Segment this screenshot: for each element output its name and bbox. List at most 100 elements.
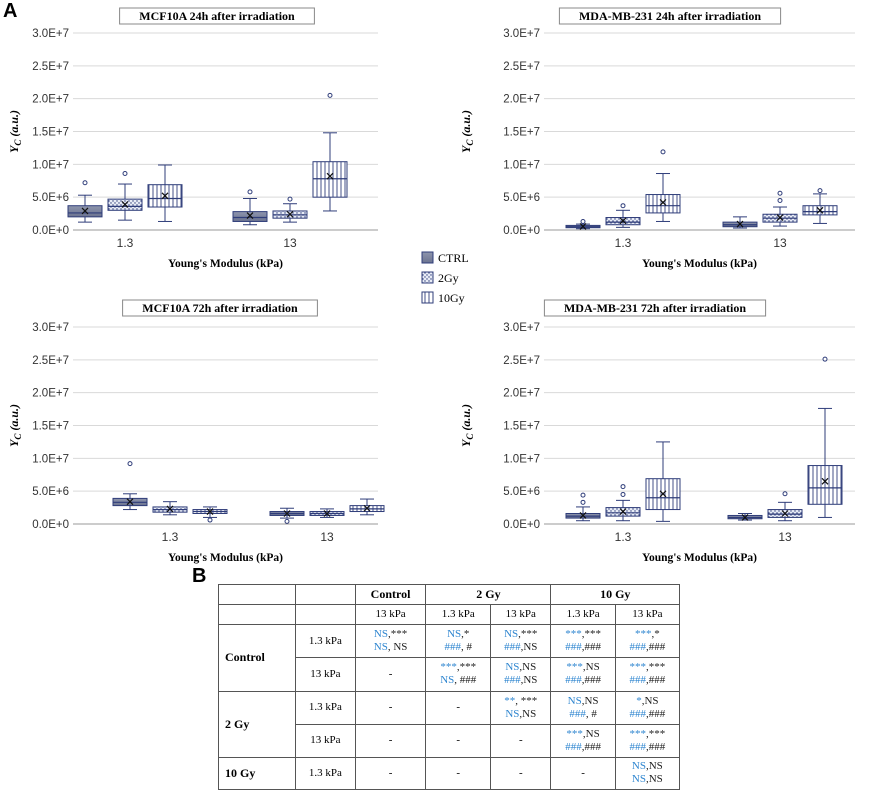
mean-marker — [816, 206, 824, 214]
y-tick-label: 1.0E+7 — [503, 159, 540, 171]
y-axis-label: YC (a.u.) — [7, 404, 23, 447]
mean-marker — [161, 192, 169, 200]
table-cell-empty: - — [425, 723, 492, 758]
x-tick-label: 13 — [283, 236, 297, 250]
significance-cell: ***,*** ###,### — [614, 723, 681, 758]
significance-cell: **, *** NS,NS — [490, 690, 552, 725]
table-cell-empty: - — [425, 690, 492, 725]
y-tick-label: 5.0E+6 — [32, 192, 69, 204]
y-tick-label: 3.0E+7 — [503, 28, 540, 40]
chart-title-frame — [122, 299, 318, 317]
box-2gy-1.3 — [605, 203, 641, 228]
box-2gy-1.3 — [152, 501, 188, 516]
chart-title-frame — [543, 299, 767, 317]
significance-cell: ***,NS ###,### — [550, 657, 616, 692]
header-empty — [294, 583, 356, 606]
outlier-point — [287, 196, 293, 202]
significance-cell: NS,*** NS, NS — [354, 624, 427, 659]
chart-1: MCF10A 24h after irradiation 0.0E+0 5.0E+6… — [7, 7, 378, 270]
y-tick-label: 3.0E+7 — [32, 322, 69, 334]
box-iqr — [312, 161, 348, 198]
box-2gy-1.3 — [107, 171, 143, 221]
box-10gy-13 — [349, 498, 385, 516]
significance-cell: NS,NS ###,NS — [490, 657, 552, 692]
header-subcolumn: 1.3 kPa — [550, 604, 616, 626]
y-tick-label: 2.0E+7 — [32, 94, 69, 106]
mean-marker — [326, 172, 334, 180]
header-empty — [294, 604, 356, 626]
header-subcolumn: 1.3 kPa — [425, 604, 492, 626]
x-tick-label: 13 — [778, 530, 792, 544]
significance-table: Control 2 Gy 10 Gy 13 kPa 1.3 kPa 13 kPa 1.3 k… — [218, 583, 681, 791]
chart-3: MCF10A 72h after irradiation 0.0E+0 5.0E+6… — [7, 299, 385, 564]
significance-cell: NS,*** ###,NS — [490, 624, 552, 659]
row-subheader: 13 kPa — [294, 657, 356, 692]
mean-marker — [821, 477, 829, 485]
mean-marker — [659, 198, 667, 206]
significance-cell: NS,* ###, # — [425, 624, 492, 659]
chart-title: MCF10A 24h after irradiation — [139, 9, 295, 23]
outlier-point — [620, 203, 626, 209]
y-tick-label: 2.5E+7 — [32, 61, 69, 73]
box-ctrl-1.3 — [565, 492, 601, 522]
y-tick-label: 0.0E+0 — [32, 519, 69, 531]
box-10gy-1.3 — [645, 441, 681, 522]
outlier-point — [782, 491, 788, 497]
y-tick-label: 2.0E+7 — [32, 388, 69, 400]
y-axis-label: YC (a.u.) — [459, 110, 475, 153]
legend-label: 2Gy — [438, 271, 459, 285]
box-ctrl-13 — [269, 507, 305, 524]
mean-marker — [246, 212, 254, 219]
y-tick-label: 0.0E+0 — [32, 225, 69, 237]
significance-cell: ***,*** ###,### — [550, 624, 616, 659]
y-tick-label: 5.0E+6 — [503, 486, 540, 498]
row-subheader: 1.3 kPa — [294, 690, 356, 725]
box-10gy-1.3 — [192, 506, 228, 523]
legend: CTRL 2Gy 10Gy — [421, 251, 469, 305]
legend-label: 10Gy — [438, 291, 465, 305]
box-2gy-13 — [767, 491, 803, 522]
mean-marker — [81, 207, 89, 215]
mean-marker — [206, 508, 214, 515]
table-cell-empty: - — [490, 756, 552, 791]
box-ctrl-13 — [722, 216, 758, 229]
table-cell-empty: - — [354, 756, 427, 791]
outlier-point — [817, 188, 823, 194]
box-plot-charts: MCF10A 24h after irradiation 0.0E+0 5.0E+6… — [7, 7, 855, 564]
significance-cell: ***,*** NS, ### — [425, 657, 492, 692]
outlier-point — [327, 92, 333, 98]
chart-4: MDA-MB-231 72h after irradiation 0.0E+0 5.… — [459, 299, 855, 564]
box-iqr — [645, 194, 681, 214]
mean-marker — [741, 514, 749, 521]
box-2gy-13 — [309, 508, 345, 518]
y-tick-label: 5.0E+6 — [32, 486, 69, 498]
mean-marker — [579, 512, 587, 519]
outlier-point — [127, 461, 133, 467]
table-cell-empty: - — [354, 690, 427, 725]
box-10gy-13 — [807, 356, 843, 518]
significance-cell: ***,NS ###,### — [550, 723, 616, 758]
significance-cell: NS,NS NS,NS — [614, 756, 681, 791]
mean-marker — [126, 498, 134, 506]
box-ctrl-1.3 — [67, 180, 103, 223]
outlier-point — [580, 492, 586, 498]
outlier-point — [580, 218, 586, 224]
header-control: Control — [354, 583, 427, 606]
x-tick-label: 1.3 — [615, 530, 632, 544]
y-tick-label: 3.0E+7 — [32, 28, 69, 40]
box-iqr — [807, 465, 843, 505]
header-subcolumn: 13 kPa — [354, 604, 427, 626]
chart-title-frame — [558, 7, 782, 25]
box-ctrl-1.3 — [565, 218, 601, 230]
legend-label: CTRL — [438, 251, 469, 265]
mean-marker — [363, 504, 371, 512]
y-tick-label: 0.0E+0 — [503, 225, 540, 237]
outlier-point — [822, 356, 828, 362]
box-ctrl-13 — [727, 512, 763, 521]
table-cell-empty: - — [425, 756, 492, 791]
x-axis-label: Young's Modulus (kPa) — [642, 552, 757, 564]
header-empty — [218, 604, 296, 626]
outlier-point — [777, 197, 783, 203]
x-tick-label: 1.3 — [117, 236, 134, 250]
chart-title-frame — [119, 7, 315, 25]
